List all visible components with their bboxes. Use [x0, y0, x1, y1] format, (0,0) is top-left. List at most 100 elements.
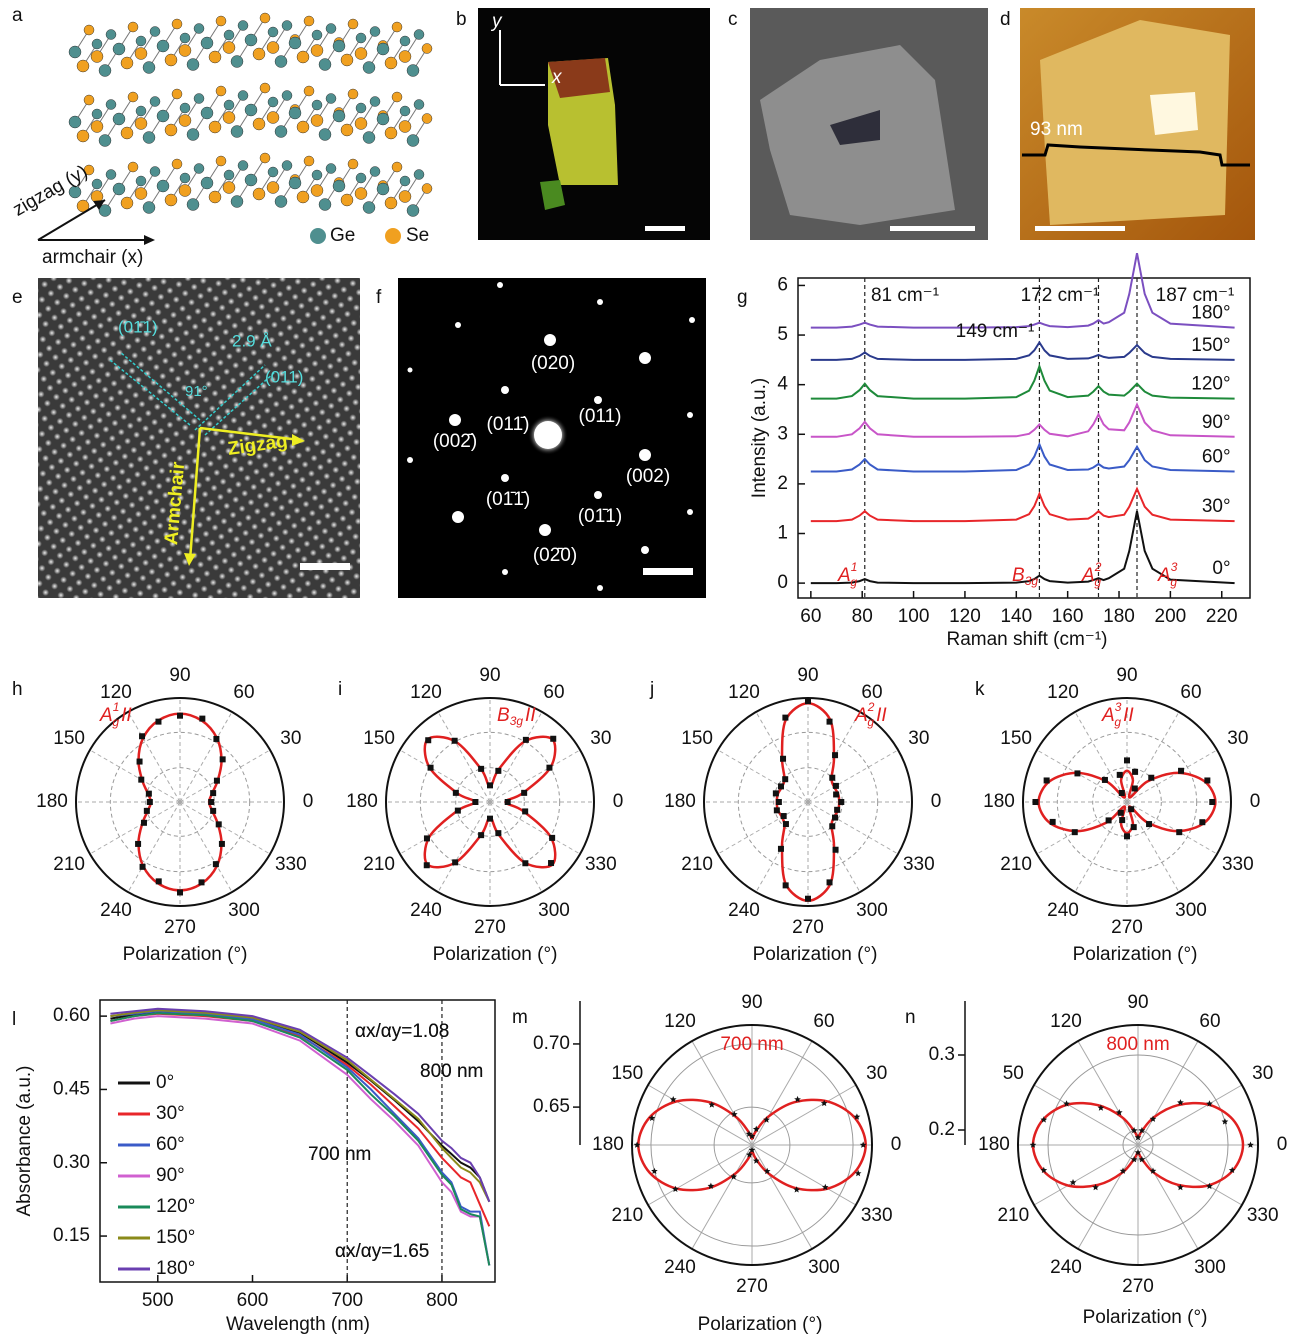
- data-point: [213, 777, 220, 784]
- atom: [215, 155, 227, 167]
- atom: [112, 112, 126, 126]
- data-point: [218, 840, 225, 847]
- legend-text: 90°: [156, 1165, 185, 1186]
- scale-bar: [300, 563, 350, 570]
- data-point: [838, 799, 845, 805]
- atom: [406, 134, 420, 147]
- annotation-part: g: [867, 715, 874, 729]
- theta-tick-label: 150: [363, 728, 395, 749]
- data-point: [145, 790, 152, 797]
- data-point: [1119, 1167, 1127, 1174]
- spot-text: (002): [626, 466, 670, 487]
- atom: [244, 103, 258, 117]
- panel-label: e: [12, 287, 23, 308]
- data-point: [427, 764, 434, 771]
- atom: [193, 163, 205, 174]
- annotation-part: A: [854, 705, 868, 726]
- atom: [413, 29, 425, 40]
- data-point: [1069, 1179, 1077, 1186]
- atom: [252, 187, 266, 201]
- data-point: [546, 764, 553, 771]
- flake: [540, 180, 565, 210]
- atom: [362, 201, 376, 214]
- annotation: A3 g: [1157, 560, 1178, 589]
- annotation: αx/αy=1.65: [335, 1241, 429, 1262]
- atom: [332, 109, 346, 123]
- atom: [179, 102, 191, 114]
- atom: [171, 88, 183, 100]
- data-point: [139, 733, 146, 740]
- atom: [171, 18, 183, 30]
- data-point: [1177, 1099, 1184, 1106]
- atom: [266, 111, 280, 124]
- atom: [340, 193, 354, 207]
- marker-label: 187 cm⁻¹: [1156, 285, 1235, 306]
- annotation-part: g: [112, 715, 119, 729]
- atom: [325, 93, 337, 104]
- theta-tick-label: 270: [1111, 917, 1143, 938]
- atom: [178, 184, 192, 197]
- flake: [1150, 92, 1198, 135]
- atom: [362, 131, 376, 144]
- data-point: [1101, 776, 1108, 783]
- grid-spoke: [1077, 1144, 1139, 1250]
- atom: [230, 55, 244, 68]
- polar-frame: [703, 697, 913, 907]
- annotation: 800 nm: [1106, 1034, 1169, 1055]
- theta-tick-label: 330: [275, 854, 307, 875]
- atom: [200, 176, 214, 190]
- theta-tick-label: 240: [1047, 900, 1079, 921]
- atom: [325, 163, 337, 174]
- atom: [288, 106, 302, 120]
- series-line: [810, 511, 1235, 585]
- atom: [127, 161, 139, 173]
- atom: [237, 20, 249, 31]
- x-tick-label: 120: [949, 606, 981, 627]
- atom: [391, 161, 403, 173]
- grid-spoke: [717, 801, 809, 855]
- data-point: [549, 834, 556, 841]
- data-point: [1130, 1127, 1138, 1134]
- data-point: [1228, 1166, 1236, 1174]
- scale-bar: [643, 568, 693, 575]
- data-point: [522, 736, 529, 743]
- spot-text: (011): [579, 406, 622, 427]
- annotation: A3 g II: [1101, 700, 1134, 729]
- theta-tick-label: 300: [228, 900, 260, 921]
- grid-spoke: [399, 749, 491, 803]
- grid-spoke: [1077, 1040, 1139, 1146]
- annotation: A1 g: [837, 560, 857, 589]
- annotation-part: 3: [1171, 560, 1178, 574]
- atom: [135, 175, 147, 187]
- data-point: [648, 1114, 656, 1121]
- arrow: [188, 427, 202, 561]
- theta-tick-label: 120: [1050, 1011, 1082, 1032]
- atom: [303, 155, 315, 167]
- theta-tick-label: 270: [792, 917, 824, 938]
- data-point: [1118, 789, 1125, 796]
- data-point: [208, 799, 215, 805]
- theta-tick-label: 60: [1199, 1011, 1220, 1032]
- annotation-part: A: [837, 565, 851, 586]
- data-point: [550, 735, 557, 742]
- grid-spoke: [1137, 1040, 1199, 1146]
- data-point: [832, 846, 839, 853]
- y-tick-label: 0.30: [53, 1152, 90, 1173]
- atom: [120, 196, 134, 210]
- grid-spoke: [807, 801, 899, 855]
- atom: [332, 179, 346, 193]
- series-label: 180°: [1191, 303, 1230, 324]
- atom: [318, 198, 332, 211]
- atom: [259, 82, 271, 94]
- theta-tick-label: 120: [664, 1011, 696, 1032]
- atom: [142, 131, 156, 144]
- atom: [164, 53, 178, 67]
- x-tick-label: 60: [800, 606, 821, 627]
- data-point: [452, 859, 459, 866]
- data-point: [140, 819, 147, 826]
- grid-spoke: [89, 801, 181, 855]
- atom: [296, 50, 310, 64]
- atom: [376, 42, 390, 56]
- data-point: [136, 758, 143, 765]
- theta-tick-label: 60: [233, 682, 254, 703]
